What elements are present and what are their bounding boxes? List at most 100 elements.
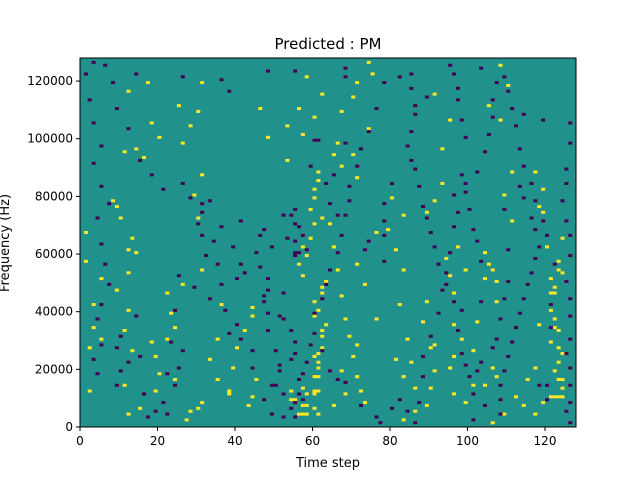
heatmap-cell-low (382, 81, 387, 85)
heatmap-cell-low (568, 314, 573, 318)
x-tick-label: 120 (534, 434, 557, 448)
heatmap-cell-low (142, 392, 147, 396)
heatmap-cell-high (320, 92, 325, 96)
heatmap-background (80, 58, 576, 427)
heatmap-cell-low (107, 282, 112, 286)
heatmap-cell-high (486, 104, 491, 108)
heatmap-cell-low (428, 334, 433, 338)
heatmap-cell-high (355, 375, 360, 379)
heatmap-cell-low (564, 279, 569, 284)
heatmap-cell-low (258, 233, 263, 237)
heatmap-cell-high (176, 104, 181, 108)
heatmap-cell-low (266, 311, 271, 315)
heatmap-cell-high (130, 349, 135, 353)
heatmap-cell-low (223, 308, 228, 312)
heatmap-cell-high (339, 294, 344, 298)
heatmap-cell-high (545, 245, 550, 249)
heatmap-cell-high (355, 343, 360, 347)
heatmap-cell-high (560, 386, 565, 390)
heatmap-cell-high (463, 268, 468, 272)
heatmap-cell-high (401, 418, 406, 422)
heatmap-cell-high (300, 245, 305, 249)
chart-title: Predicted : PM (275, 35, 382, 53)
heatmap-cell-high (312, 300, 317, 304)
heatmap-cell-high (452, 354, 457, 358)
heatmap-cell-high (424, 210, 429, 214)
heatmap-cell-high (541, 401, 546, 405)
heatmap-cell-high (316, 389, 321, 393)
heatmap-cell-low (235, 277, 240, 281)
heatmap-cell-low (533, 256, 538, 260)
heatmap-cell-high (169, 311, 174, 315)
heatmap-cell-low (564, 167, 569, 171)
heatmap-cell-high (483, 251, 488, 255)
y-tick-label: 60000 (35, 247, 73, 261)
heatmap-cell-low (99, 242, 104, 246)
heatmap-cell-high (142, 156, 147, 160)
heatmap-cell-low (114, 383, 119, 387)
heatmap-cell-high (339, 369, 344, 373)
heatmap-cell-low (335, 251, 340, 255)
heatmap-cell-high (157, 135, 162, 139)
heatmap-cell-high (312, 375, 317, 379)
heatmap-cell-high (409, 360, 414, 364)
x-tick-label: 40 (227, 434, 242, 448)
heatmap-cell-low (324, 181, 329, 185)
heatmap-cell-high (351, 153, 356, 157)
heatmap-cell-high (200, 401, 205, 405)
heatmap-cell-low (99, 303, 104, 307)
heatmap-cell-high (320, 285, 325, 289)
heatmap-cell-high (316, 352, 321, 356)
heatmap-cell-high (188, 124, 193, 128)
heatmap-cell-low (506, 248, 511, 252)
heatmap-cell-low (107, 202, 112, 206)
heatmap-cell-low (541, 219, 546, 223)
heatmap-cell-high (200, 268, 205, 272)
heatmap-cell-high (486, 262, 491, 266)
heatmap-cell-high (320, 328, 325, 333)
heatmap-cell-low (285, 236, 290, 240)
heatmap-cell-high (455, 245, 460, 249)
heatmap-cell-low (293, 207, 298, 211)
heatmap-cell-high (490, 421, 495, 425)
heatmap-cell-high (316, 366, 321, 370)
heatmap-cell-low (409, 72, 414, 76)
heatmap-cell-high (83, 230, 88, 234)
heatmap-cell-low (316, 138, 321, 142)
heatmap-cell-low (145, 415, 150, 419)
heatmap-cell-high (541, 187, 546, 191)
heatmap-cell-high (339, 164, 344, 168)
heatmap-cell-high (300, 132, 305, 136)
heatmap-cell-high (498, 63, 503, 67)
heatmap-cell-low (424, 95, 429, 99)
heatmap-cell-low (266, 288, 271, 292)
heatmap-cell-low (161, 401, 166, 405)
heatmap-cell-high (328, 222, 333, 226)
heatmap-cell-low (335, 213, 340, 217)
heatmap-cell-low (568, 383, 573, 387)
heatmap-cell-low (475, 170, 480, 174)
heatmap-cell-high (316, 360, 321, 364)
heatmap-cell-high (153, 389, 158, 393)
heatmap-cell-high (432, 92, 437, 96)
heatmap-cell-high (300, 412, 305, 416)
heatmap-cell-low (273, 383, 278, 387)
heatmap-cell-low (134, 72, 139, 76)
heatmap-cell-low (548, 303, 553, 307)
heatmap-cell-high (514, 395, 519, 399)
heatmap-cell-high (118, 216, 123, 220)
heatmap-cell-high (165, 291, 170, 295)
heatmap-cell-low (432, 245, 437, 249)
heatmap-cell-low (238, 262, 243, 266)
heatmap-cell-high (390, 196, 395, 200)
heatmap-cell-low (91, 357, 96, 361)
heatmap-cell-low (91, 121, 96, 125)
heatmap-cell-low (258, 265, 263, 269)
heatmap-cell-high (316, 375, 321, 379)
heatmap-cell-low (533, 199, 538, 203)
heatmap-cell-high (304, 412, 309, 416)
heatmap-cell-low (409, 130, 414, 134)
heatmap-cell-high (134, 147, 139, 151)
heatmap-cell-low (281, 317, 286, 321)
heatmap-cell-high (114, 205, 119, 209)
